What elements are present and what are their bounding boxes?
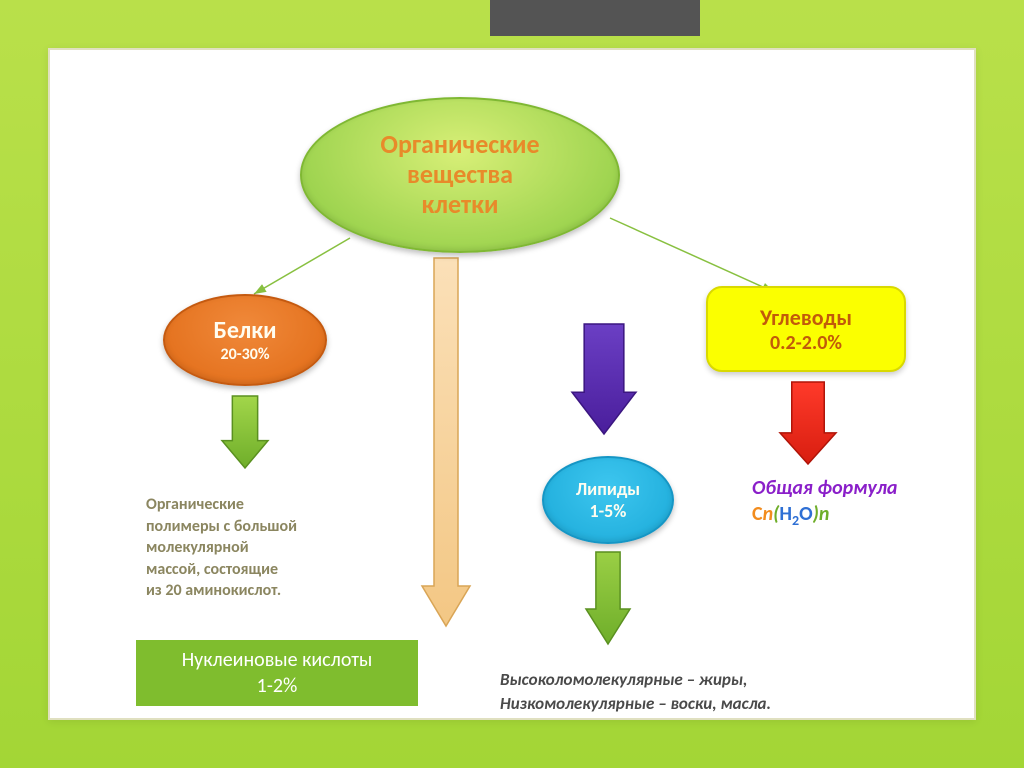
root-to-lipids-arrow [572,324,636,434]
proteins-node: Белки 20-30% [163,294,327,386]
pdesc-l4: массой, состоящие [146,559,297,581]
pdesc-l1: Органические [146,494,297,516]
lipids-subtitle: 1-5% [590,500,627,522]
protein-description: Органические полимеры с большой молекуля… [146,494,297,602]
root-to-nucleic-arrow [422,258,470,626]
formula-text: Cn(H2O)n [752,502,829,529]
carbs-node: Углеводы 0.2-2.0% [706,286,906,372]
slide-surface: Органические вещества клетки Белки 20-30… [48,48,976,720]
proteins-to-desc-arrow [222,396,268,468]
header-tab [490,0,700,36]
thin-arrow [254,238,350,294]
carbs-title: Углеводы [760,304,852,331]
lipids-to-desc-arrow [586,552,630,644]
lipids-node: Липиды 1-5% [542,456,674,544]
thin-arrow [610,218,774,292]
root-line2: вещества [407,160,513,190]
pdesc-l5: из 20 аминокислот. [146,580,297,602]
pdesc-l3: молекулярной [146,537,297,559]
nucleic-subtitle: 1-2% [257,673,298,699]
slide-background: Органические вещества клетки Белки 20-30… [0,0,1024,768]
formula-part: O [799,502,813,526]
formula-part: n [819,502,830,526]
root-node: Органические вещества клетки [300,97,620,253]
pdesc-l2: полимеры с большой [146,516,297,538]
proteins-title: Белки [214,316,277,345]
carbs-to-formula-arrow [780,382,836,464]
formula-label: Общая формула [752,476,897,500]
root-line1: Органические [380,130,539,160]
lipids-title: Липиды [576,478,640,500]
lipid-description: Высоколомолекулярные – жиры, Низкомолеку… [500,668,771,716]
nucleic-node: Нуклеиновые кислоты 1-2% [136,640,418,706]
carbs-subtitle: 0.2-2.0% [770,331,842,355]
ldesc-l2: Низкомолекулярные – воски, масла. [500,692,771,716]
proteins-subtitle: 20-30% [221,345,270,364]
root-line3: клетки [421,190,498,220]
formula-part: n [763,502,774,526]
nucleic-title: Нуклеиновые кислоты [182,647,373,673]
ldesc-l1: Высоколомолекулярные – жиры, [500,668,771,692]
formula-part: C [752,502,763,526]
formula-part: H [779,502,792,526]
